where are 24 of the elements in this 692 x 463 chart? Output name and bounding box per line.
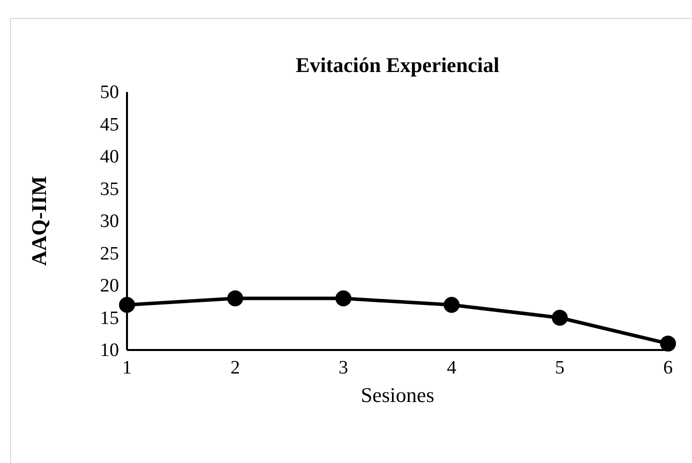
point <box>552 310 568 326</box>
x-tick-label: 3 <box>338 357 348 378</box>
point <box>119 296 135 313</box>
x-tick-label: 4 <box>446 357 457 378</box>
x-axis-title: Sesiones <box>360 383 434 407</box>
point <box>660 336 676 352</box>
y-tick-label: 40 <box>100 146 119 168</box>
y-tick-label: 30 <box>100 211 119 232</box>
y-tick-label: 25 <box>100 243 119 264</box>
y-tick-label: 20 <box>100 276 119 297</box>
x-tick-label: 6 <box>663 357 673 378</box>
x-tick-label: 2 <box>230 357 240 378</box>
point <box>335 290 352 306</box>
x-tick-label: 1 <box>122 357 132 378</box>
y-tick-label: 35 <box>100 178 119 200</box>
point <box>227 290 244 306</box>
y-tick-label: 50 <box>100 82 119 104</box>
y-axis-title: AAQ-IIM <box>27 176 51 266</box>
y-tick-label: 15 <box>100 308 119 329</box>
chart-title: Evitación Experiencial <box>296 53 500 77</box>
y-tick-label: 45 <box>100 114 119 136</box>
y-tick-label: 10 <box>100 340 119 362</box>
point <box>444 296 460 313</box>
x-tick-label: 5 <box>555 357 565 378</box>
